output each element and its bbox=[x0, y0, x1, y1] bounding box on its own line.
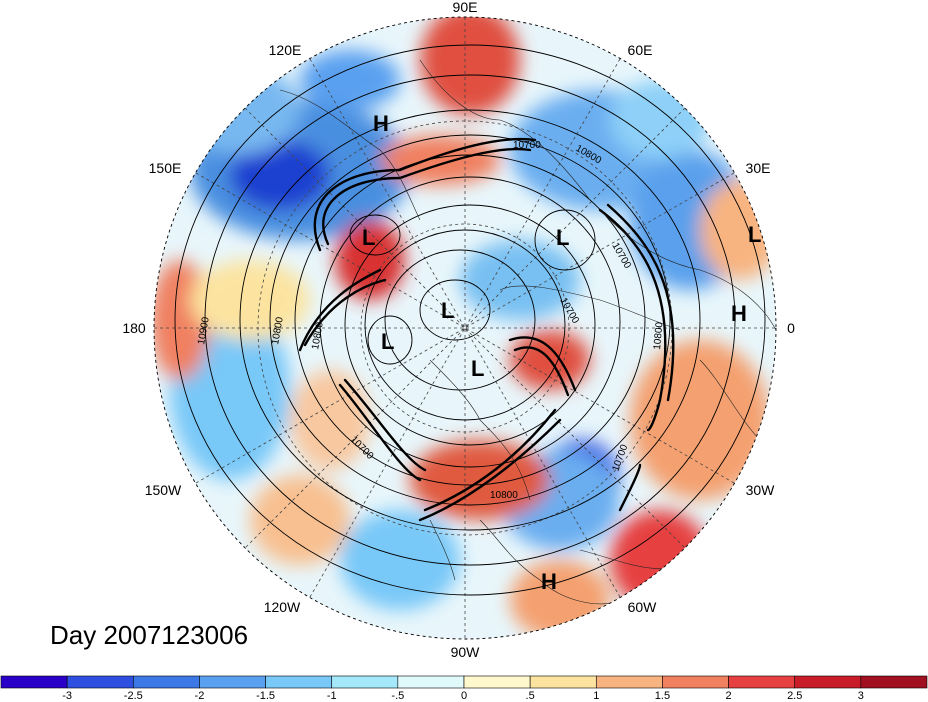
lon-label-30w: 30W bbox=[746, 482, 776, 498]
lon-label-120e: 120E bbox=[269, 42, 302, 58]
colorbar-swatch bbox=[66, 675, 134, 689]
lon-label-150e: 150E bbox=[149, 160, 182, 176]
lon-label-90e: 90E bbox=[453, 0, 478, 15]
colorbar-label: 3 bbox=[858, 690, 864, 702]
jet-contours bbox=[298, 137, 675, 522]
high-marker: H bbox=[541, 569, 557, 594]
coastlines bbox=[279, 59, 776, 605]
lon-label-120w: 120W bbox=[264, 599, 301, 615]
colorbar-swatch bbox=[794, 675, 862, 689]
low-marker: L bbox=[471, 356, 484, 381]
colorbar-swatch bbox=[529, 675, 597, 689]
colorbar-swatch bbox=[397, 675, 465, 689]
colorbar-label: 2 bbox=[726, 690, 732, 702]
colorbar-label: -.5 bbox=[391, 690, 404, 702]
colorbar-label: 0 bbox=[461, 690, 467, 702]
colorbar: -3 -2.5 -2 -1.5 -1 -.5 0 .5 1 1.5 2 2.5 3 bbox=[0, 675, 928, 702]
colorbar-label: .5 bbox=[526, 690, 535, 702]
lon-label-60e: 60E bbox=[628, 42, 653, 58]
high-marker: H bbox=[373, 111, 389, 136]
plot-title: Day 2007123006 bbox=[50, 620, 249, 650]
map-boundary bbox=[153, 16, 777, 640]
lon-label-90w: 90W bbox=[451, 644, 481, 660]
colorbar-swatch bbox=[662, 675, 729, 689]
colorbar-label: 1 bbox=[593, 690, 599, 702]
contour-label: 10800 bbox=[652, 321, 665, 350]
lon-label-180: 180 bbox=[122, 320, 146, 336]
contour-label: 10800 bbox=[490, 490, 518, 501]
colorbar-label: 1.5 bbox=[655, 690, 670, 702]
lon-label-150w: 150W bbox=[145, 482, 182, 498]
colorbar-label: -1 bbox=[327, 690, 337, 702]
pressure-centers: H H H L L L L L L bbox=[362, 111, 761, 594]
low-marker: L bbox=[441, 298, 454, 323]
colorbar-swatch bbox=[595, 675, 663, 689]
low-marker: L bbox=[748, 222, 761, 247]
low-marker: L bbox=[556, 225, 569, 250]
colorbar-label: 2.5 bbox=[787, 690, 802, 702]
colorbar-label: -2.5 bbox=[124, 690, 143, 702]
low-marker: L bbox=[381, 329, 394, 354]
colorbar-swatch bbox=[331, 675, 399, 689]
colorbar-swatch bbox=[728, 675, 796, 689]
contour-label: 10800 bbox=[310, 321, 326, 351]
contour-label: 10800 bbox=[270, 316, 286, 346]
low-marker: L bbox=[362, 225, 375, 250]
lon-label-30e: 30E bbox=[746, 160, 771, 176]
colorbar-swatch bbox=[0, 675, 68, 689]
contour-label: 10700 bbox=[513, 140, 541, 151]
colorbar-label: -3 bbox=[62, 690, 72, 702]
contour-label: 10900 bbox=[196, 316, 212, 346]
colorbar-label: -2 bbox=[195, 690, 205, 702]
colorbar-swatch bbox=[860, 675, 928, 689]
colorbar-label: -1.5 bbox=[256, 690, 275, 702]
colorbar-swatch bbox=[132, 675, 200, 689]
high-marker: H bbox=[731, 301, 747, 326]
colorbar-swatch bbox=[265, 675, 333, 689]
longitude-labels: 90E 120E 60E 150E 30E 180 0 150W 30W 120… bbox=[122, 0, 795, 660]
lon-label-60w: 60W bbox=[628, 599, 658, 615]
colorbar-swatch bbox=[199, 675, 266, 689]
lon-label-0: 0 bbox=[787, 320, 795, 336]
colorbar-swatch bbox=[463, 675, 531, 689]
